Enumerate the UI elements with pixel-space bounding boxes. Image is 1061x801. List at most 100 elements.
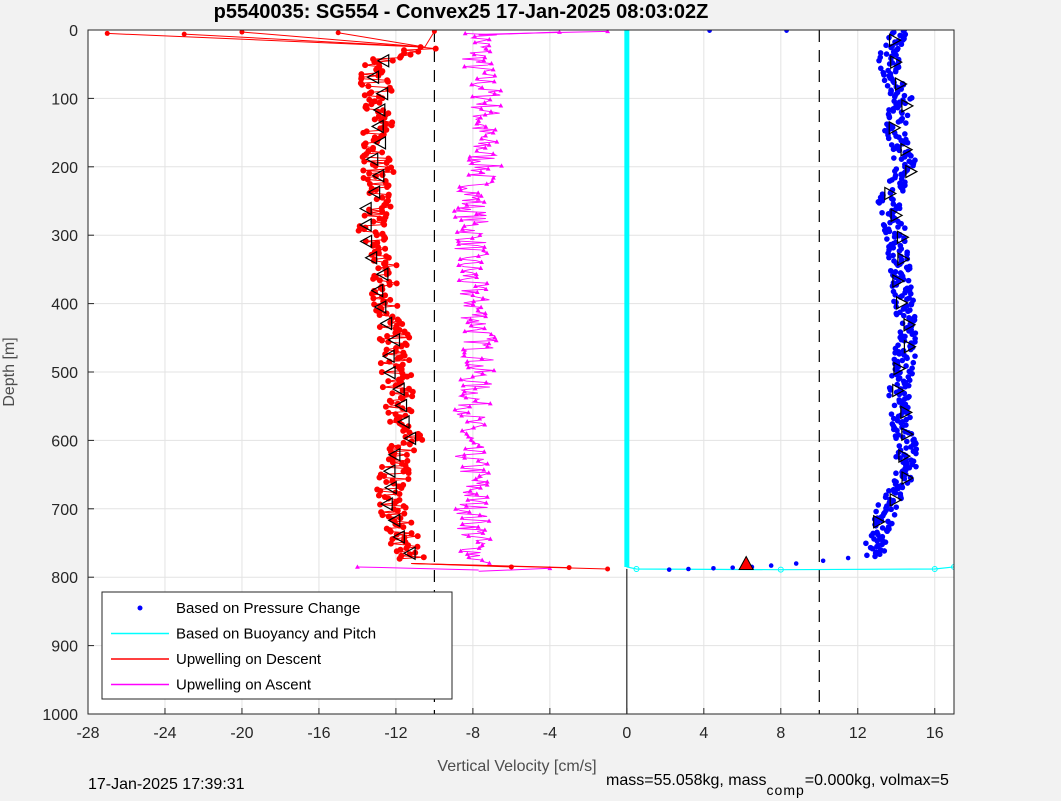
ascent-point (455, 238, 461, 243)
series-buoyancy-pitch (624, 30, 954, 573)
ascent-point (472, 39, 478, 45)
ascent-point (476, 118, 481, 123)
pressure-point (904, 296, 910, 303)
ascent-point (471, 440, 477, 445)
pressure-point (891, 93, 898, 100)
descent-point (363, 105, 370, 112)
ascent-point (475, 190, 481, 195)
pressure-point (901, 92, 908, 99)
ascent-point (478, 193, 484, 198)
descent-point (393, 280, 400, 287)
ascent-point (480, 530, 486, 535)
descent-direction-marker (394, 398, 408, 413)
descent-point (384, 184, 391, 191)
descent-point (385, 254, 392, 261)
ascent-point (460, 226, 465, 231)
ascent-point (492, 73, 498, 78)
ascent-point (488, 331, 494, 337)
pressure-point (891, 234, 898, 240)
ascent-point (479, 136, 484, 141)
x-tick-label: 4 (699, 725, 708, 742)
ascent-point (482, 244, 487, 249)
ascent-point (472, 220, 477, 225)
pressure-point (898, 156, 905, 162)
descent-direction-marker (366, 70, 380, 85)
pressure-point (872, 553, 878, 560)
pressure-point (883, 229, 889, 236)
x-tick-label: 8 (776, 725, 785, 742)
descent-point (398, 485, 405, 492)
descent-spike-line (184, 33, 425, 48)
descent-point (375, 492, 382, 499)
buoyancy-point (777, 566, 784, 573)
ascent-point (456, 277, 462, 283)
ascent-point (486, 470, 492, 475)
ascent-point (471, 51, 477, 57)
pressure-point (900, 312, 907, 319)
pressure-direction-marker (905, 164, 919, 179)
pressure-point (886, 107, 892, 113)
descent-point (369, 242, 376, 249)
pressure-point (890, 196, 896, 203)
pressure-tail-point (666, 567, 672, 572)
descent-point (371, 116, 378, 123)
pressure-point (895, 376, 902, 382)
pressure-point (882, 494, 889, 501)
pressure-point (903, 363, 909, 369)
pressure-direction-marker (890, 55, 903, 70)
ascent-point (468, 316, 473, 322)
pressure-point (899, 484, 906, 491)
descent-point (409, 388, 416, 395)
x-tick-label: -4 (543, 725, 557, 742)
ascent-point (482, 112, 488, 117)
footer-mass-suffix: =0.000kg, volmax=5 (804, 772, 949, 789)
descent-point (379, 95, 386, 102)
pressure-point (891, 402, 898, 409)
descent-point (388, 122, 395, 129)
ascent-point (483, 380, 489, 385)
descent-point (370, 218, 377, 225)
pressure-point (876, 57, 882, 64)
red-triangle-marker (738, 555, 754, 571)
ascent-point (487, 401, 493, 406)
ascent-spike-line (478, 567, 550, 572)
descent-point (406, 441, 413, 448)
ascent-point (466, 172, 472, 177)
ascent-point (479, 85, 485, 90)
descent-point (399, 320, 406, 327)
ascent-point (487, 536, 493, 541)
pressure-tail-point (730, 565, 735, 570)
ascent-point (484, 250, 490, 255)
legend: Based on Pressure Change Based on Buoyanc… (101, 591, 453, 700)
pressure-point (904, 139, 911, 146)
descent-point (379, 208, 386, 215)
descent-point (414, 543, 421, 550)
ascent-point (490, 67, 496, 72)
pressure-point (864, 552, 870, 559)
pressure-point (886, 114, 893, 121)
ascent-point (482, 310, 488, 316)
pressure-point (896, 248, 903, 254)
pressure-tail-point (711, 566, 716, 571)
ascent-point (461, 452, 467, 457)
pressure-tail-point (768, 563, 774, 568)
series-upwelling-descent (104, 30, 611, 572)
ascent-point (464, 358, 470, 364)
descent-point (358, 75, 365, 82)
ascent-point (452, 214, 458, 219)
descent-point (409, 393, 416, 400)
ascent-point (487, 48, 493, 54)
buoyancy-point (633, 565, 640, 572)
ascent-point (476, 443, 482, 448)
ascent-point (499, 163, 504, 168)
ascent-point (473, 283, 478, 289)
y-tick-label: 600 (51, 433, 78, 450)
buoyancy-tail-line (626, 566, 954, 571)
ascent-point (466, 554, 472, 559)
pressure-direction-marker (888, 33, 902, 48)
y-tick-label: 0 (69, 23, 78, 40)
pressure-point (892, 168, 898, 174)
ascent-point (466, 410, 471, 415)
pressure-direction-marker (884, 186, 898, 201)
pressure-point (890, 252, 896, 259)
